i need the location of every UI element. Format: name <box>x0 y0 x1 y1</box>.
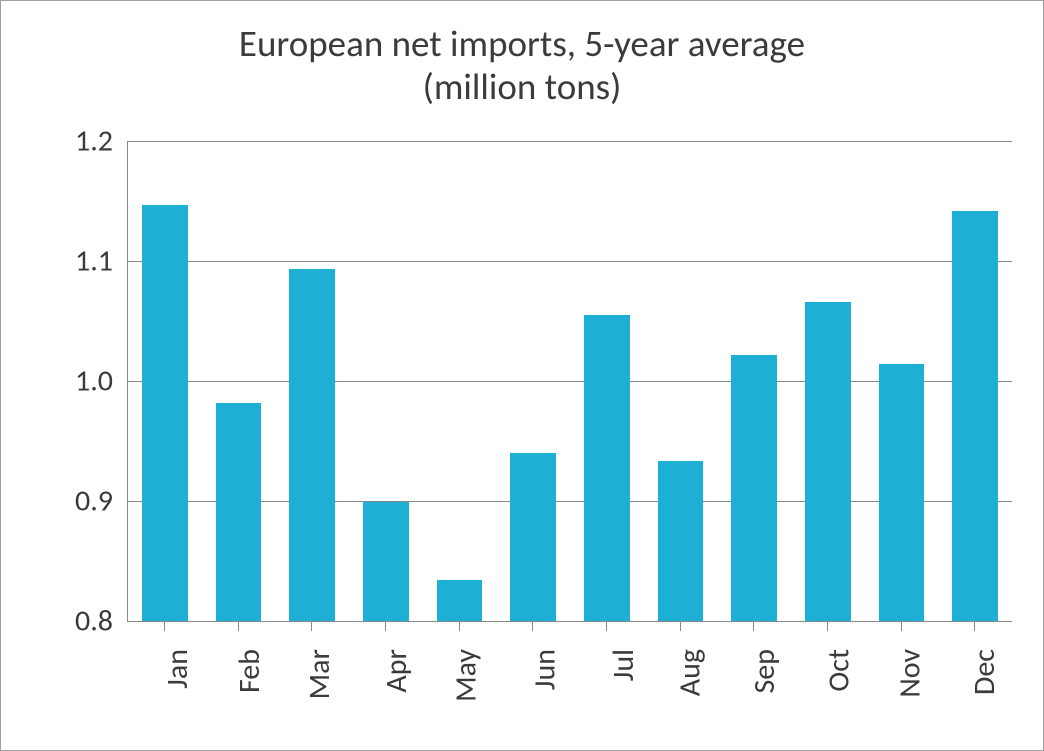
x-axis-tick-label: Sep <box>746 649 783 693</box>
x-axis-tick-label: Aug <box>671 649 708 696</box>
bar <box>584 315 630 621</box>
x-axis-tick-label: Mar <box>301 649 338 699</box>
bar <box>363 502 409 621</box>
bar-chart: European net imports, 5-year average (mi… <box>0 0 1044 751</box>
y-axis-tick-label: 1.2 <box>1 123 113 160</box>
x-axis-tick-mark <box>827 621 828 631</box>
gridline <box>128 261 1012 262</box>
y-axis-tick-label: 1.0 <box>1 363 113 400</box>
x-axis-tick-mark <box>753 621 754 631</box>
x-axis-tick-mark <box>385 621 386 631</box>
bar <box>658 461 704 621</box>
bar <box>879 364 925 621</box>
x-axis-tick-mark <box>974 621 975 631</box>
x-axis-tick-mark <box>901 621 902 631</box>
x-axis-tick-mark <box>311 621 312 631</box>
x-axis-tick-label: Nov <box>891 649 928 698</box>
x-axis-tick-label: Apr <box>378 649 415 693</box>
bar <box>437 580 483 621</box>
x-axis-tick-label: Jun <box>527 649 564 690</box>
y-axis-tick-label: 0.8 <box>1 603 113 640</box>
bar <box>289 269 335 621</box>
x-axis-tick-mark <box>238 621 239 631</box>
plot-area <box>127 141 1012 622</box>
x-axis-tick-label: Jan <box>159 649 196 689</box>
x-axis-tick-mark <box>680 621 681 631</box>
x-axis-tick-mark <box>532 621 533 631</box>
x-axis-tick-mark <box>164 621 165 631</box>
chart-title: European net imports, 5-year average (mi… <box>1 23 1043 108</box>
x-axis-tick-label: May <box>447 649 484 702</box>
y-axis-tick-label: 1.1 <box>1 243 113 280</box>
bar <box>805 302 851 621</box>
bar <box>142 205 188 621</box>
gridline <box>128 141 1012 142</box>
bar <box>510 453 556 621</box>
bar <box>216 403 262 621</box>
x-axis-tick-mark <box>459 621 460 631</box>
x-axis-tick-label: Jul <box>605 649 642 681</box>
bar <box>731 355 777 621</box>
bar <box>952 211 998 621</box>
y-axis-tick-label: 0.9 <box>1 483 113 520</box>
x-axis-tick-mark <box>606 621 607 631</box>
x-axis-tick-label: Dec <box>966 649 1003 695</box>
x-axis-tick-label: Feb <box>230 649 267 693</box>
x-axis-tick-label: Oct <box>821 649 858 692</box>
